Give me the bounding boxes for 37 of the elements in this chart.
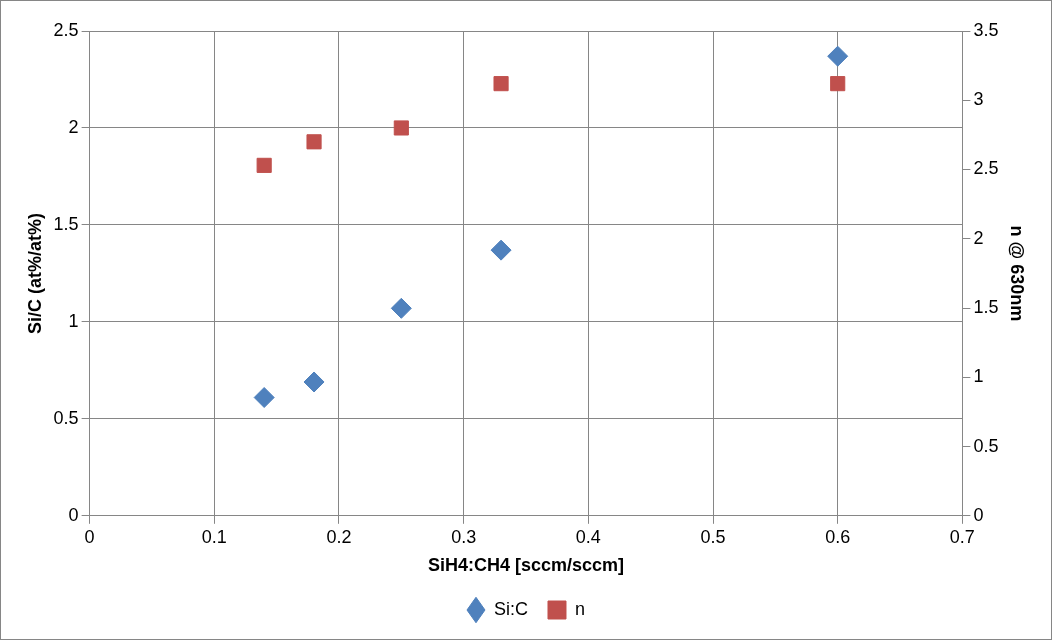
x-tick-label: 0.5 xyxy=(700,526,726,547)
x-tick-label: 0.1 xyxy=(201,526,227,547)
legend-label: Si:C xyxy=(493,598,529,619)
y-tick-label: 0 xyxy=(68,504,79,525)
y-tick-label: 1.5 xyxy=(53,213,79,234)
point xyxy=(493,76,509,92)
y-tick-label: 0.5 xyxy=(53,407,79,428)
y2-tick-label: 3 xyxy=(973,89,984,110)
y-tick-label: 2.5 xyxy=(53,19,79,40)
point xyxy=(253,387,275,409)
point xyxy=(827,45,849,67)
x-tick-label: 0.7 xyxy=(949,526,975,547)
y2-tick-label: 2.5 xyxy=(973,158,999,179)
point xyxy=(393,120,409,136)
y2-tick-label: 3.5 xyxy=(973,19,999,40)
x-axis-title: SiH4:CH4 [sccm/sccm] xyxy=(427,555,625,576)
y-axis-title: Si/C (at%/at%) xyxy=(24,212,45,334)
y2-tick-label: 0 xyxy=(973,504,984,525)
y-tick-label: 1 xyxy=(68,310,79,331)
x-tick-label: 0.4 xyxy=(575,526,601,547)
point xyxy=(490,239,512,261)
point xyxy=(256,157,272,173)
y2-tick-label: 1.5 xyxy=(973,297,999,317)
legend-label: n xyxy=(575,598,586,619)
y2-tick-label: 0.5 xyxy=(973,435,999,456)
x-tick-label: 0.6 xyxy=(825,526,851,547)
y-tick-label: 2 xyxy=(68,116,79,137)
point xyxy=(830,76,846,92)
point xyxy=(303,371,325,393)
point xyxy=(390,297,412,319)
x-tick-label: 0.2 xyxy=(326,526,352,547)
y2-tick-label: 2 xyxy=(973,227,984,248)
x-tick-label: 0.3 xyxy=(451,526,477,547)
x-tick-label: 0 xyxy=(84,526,95,547)
y2-tick-label: 1 xyxy=(973,366,984,387)
point xyxy=(306,134,322,150)
y2-axis-title: n @ 630nm xyxy=(1007,225,1028,322)
